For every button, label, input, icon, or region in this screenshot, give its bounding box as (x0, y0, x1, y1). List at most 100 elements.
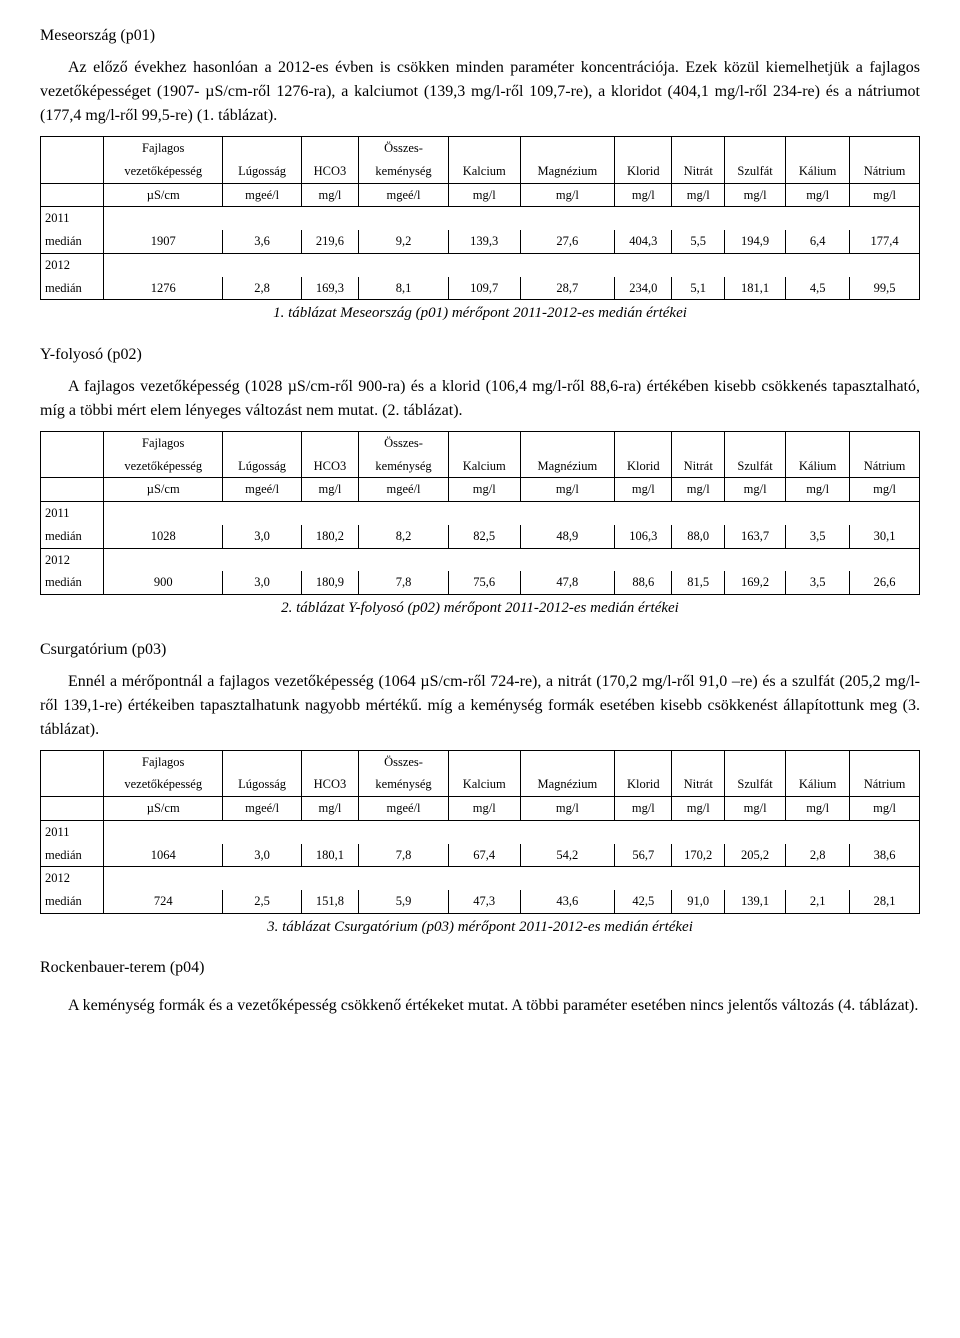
table-row-median-2012: medián 724 2,5 151,8 5,9 47,3 43,6 42,5 … (41, 890, 920, 913)
section-para-p01: Az előző évekhez hasonlóan a 2012-es évb… (40, 56, 920, 128)
section-title-p01: Meseország (p01) (40, 24, 920, 48)
table-units: µS/cm mgeé/l mg/l mgeé/l mg/l mg/l mg/l … (41, 797, 920, 821)
td: 404,3 (615, 230, 672, 253)
table-row-median-2011: medián 1064 3,0 180,1 7,8 67,4 54,2 56,7… (41, 844, 920, 867)
table-row-year-2011: 2011 (41, 207, 920, 230)
th: Nátrium (850, 160, 920, 183)
td: mg/l (615, 478, 672, 502)
th (786, 750, 850, 773)
td: mg/l (301, 183, 358, 207)
th: Fajlagos (104, 137, 223, 160)
table-row-year-2011: 2011 (41, 820, 920, 843)
td: 43,6 (520, 890, 615, 913)
td: 26,6 (850, 571, 920, 594)
td: mg/l (786, 183, 850, 207)
table-header-top: Fajlagos Összes- (41, 750, 920, 773)
section-title-p02: Y-folyosó (p02) (40, 343, 920, 367)
td-empty (104, 253, 920, 276)
td: mgeé/l (223, 797, 301, 821)
td: 38,6 (850, 844, 920, 867)
table-header-bot: vezetőképesség Lúgosság HCO3 keménység K… (41, 773, 920, 796)
th (615, 431, 672, 454)
td: mgeé/l (223, 478, 301, 502)
th: Klorid (615, 455, 672, 478)
td: 4,5 (786, 277, 850, 300)
td: mg/l (520, 797, 615, 821)
td: 180,1 (301, 844, 358, 867)
td: mg/l (672, 478, 725, 502)
th (301, 137, 358, 160)
section-title-p04: Rockenbauer-terem (p04) (40, 956, 920, 980)
td: µS/cm (104, 478, 223, 502)
td: 2,5 (223, 890, 301, 913)
table-header-bot: vezetőképesség Lúgosság HCO3 keménység K… (41, 160, 920, 183)
th: Szulfát (725, 160, 786, 183)
td: 81,5 (672, 571, 725, 594)
th: Nitrát (672, 455, 725, 478)
td: 48,9 (520, 525, 615, 548)
td: 7,8 (359, 571, 449, 594)
td: 56,7 (615, 844, 672, 867)
th-blank (41, 750, 104, 773)
th: Kálium (786, 773, 850, 796)
th (850, 431, 920, 454)
table-units: µS/cm mgeé/l mg/l mgeé/l mg/l mg/l mg/l … (41, 183, 920, 207)
th: Kalcium (448, 455, 520, 478)
td: mg/l (786, 478, 850, 502)
table-row-year-2012: 2012 (41, 253, 920, 276)
td: 1907 (104, 230, 223, 253)
td: µS/cm (104, 797, 223, 821)
th-blank (41, 431, 104, 454)
th (786, 137, 850, 160)
th (672, 137, 725, 160)
td: 8,1 (359, 277, 449, 300)
td: 5,1 (672, 277, 725, 300)
section-para-p03: Ennél a mérőpontnál a fajlagos vezetőkép… (40, 670, 920, 742)
td: mg/l (520, 183, 615, 207)
th (448, 750, 520, 773)
td: 181,1 (725, 277, 786, 300)
td: mgeé/l (359, 478, 449, 502)
td: 47,3 (448, 890, 520, 913)
th (520, 431, 615, 454)
td-median-label: medián (41, 890, 104, 913)
td: 67,4 (448, 844, 520, 867)
td: 88,6 (615, 571, 672, 594)
th (615, 137, 672, 160)
th: Magnézium (520, 773, 615, 796)
th: Kálium (786, 160, 850, 183)
th: HCO3 (301, 455, 358, 478)
td: mg/l (448, 183, 520, 207)
td: 163,7 (725, 525, 786, 548)
td: mg/l (615, 797, 672, 821)
table-row-median-2011: medián 1907 3,6 219,6 9,2 139,3 27,6 404… (41, 230, 920, 253)
td: 28,1 (850, 890, 920, 913)
td: 106,3 (615, 525, 672, 548)
th: HCO3 (301, 773, 358, 796)
td: 75,6 (448, 571, 520, 594)
th (615, 750, 672, 773)
th: keménység (359, 455, 449, 478)
th-blank (41, 455, 104, 478)
td: 47,8 (520, 571, 615, 594)
th (448, 431, 520, 454)
td: 6,4 (786, 230, 850, 253)
td-year: 2012 (41, 548, 104, 571)
th: Nátrium (850, 773, 920, 796)
th: keménység (359, 773, 449, 796)
td: mg/l (786, 797, 850, 821)
td: 194,9 (725, 230, 786, 253)
table-3-caption: 3. táblázat Csurgatórium (p03) mérőpont … (40, 916, 920, 939)
td: 5,5 (672, 230, 725, 253)
td-median-label: medián (41, 571, 104, 594)
td: mg/l (672, 797, 725, 821)
table-3: Fajlagos Összes- vezetőképesség Lúgosság… (40, 750, 920, 914)
table-row-year-2012: 2012 (41, 867, 920, 890)
td: 3,0 (223, 571, 301, 594)
td: mgeé/l (359, 183, 449, 207)
td: 205,2 (725, 844, 786, 867)
td: 2,1 (786, 890, 850, 913)
td: 91,0 (672, 890, 725, 913)
th: Lúgosság (223, 455, 301, 478)
td: 54,2 (520, 844, 615, 867)
